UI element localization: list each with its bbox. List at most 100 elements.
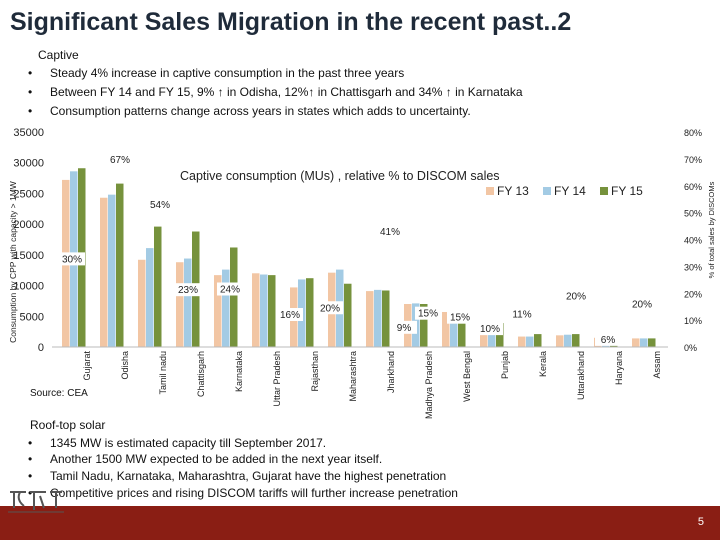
pct-annotation: 20%: [566, 291, 586, 302]
pct-annotation: 20%: [632, 299, 652, 310]
bar-fy14: [260, 274, 268, 347]
bar-fy13: [632, 338, 640, 347]
chart-legend: FY 13 FY 14 FY 15: [486, 184, 643, 198]
bullet-text: Competitive prices and rising DISCOM tar…: [50, 486, 458, 500]
organisation-logo-icon: [8, 491, 64, 513]
page-number: 5: [697, 516, 704, 528]
x-tick-label: Assam: [652, 351, 662, 379]
annotation-bg: [477, 322, 503, 336]
y2-tick-label: 30%: [684, 262, 702, 272]
y2-tick-label: 0%: [684, 343, 697, 353]
annotation-bg: [277, 308, 303, 321]
x-tick-label: Gujarat: [82, 351, 92, 381]
captive-consumption-chart: 0 5000 10000 15000 20000 25000 30000 35000 0% 10%…: [8, 127, 716, 419]
legend-swatch-fy14: [543, 187, 551, 195]
pct-annotation: 9%: [397, 323, 412, 334]
captive-bullet: • Between FY 14 and FY 15, 9% ↑ in Odisha…: [28, 85, 523, 99]
bar-fy15: [458, 317, 466, 347]
legend-label-fy13: FY 13: [497, 184, 529, 198]
y-tick-label: 5000: [20, 311, 44, 323]
annotation-bg: [595, 332, 621, 346]
pct-annotation: 6%: [601, 335, 616, 346]
y2-tick-label: 50%: [684, 209, 702, 219]
y2-tick-label: 40%: [684, 236, 702, 246]
bar-fy14: [222, 269, 230, 347]
bar-fy15: [648, 338, 656, 347]
captive-bullet: • Steady 4% increase in captive consumpti…: [28, 66, 404, 80]
x-tick-label: Tamil nadu: [158, 351, 168, 395]
x-tick-label: Karnataka: [234, 351, 244, 392]
bar-fy13: [214, 275, 222, 347]
bar-fy15: [420, 304, 428, 347]
pct-annotation: 10%: [480, 324, 500, 335]
slide-title: Significant Sales Migration in the recen…: [10, 8, 572, 36]
rooftop-bullet: • Another 1500 MW expected to be added in…: [28, 452, 382, 466]
pct-annotation: 30%: [62, 254, 82, 265]
bar-fy15: [534, 334, 542, 347]
bar-fy14: [146, 248, 154, 347]
x-tick-label: Haryana: [614, 351, 624, 385]
bar-fy15: [268, 275, 276, 347]
y2-tick-label: 20%: [684, 289, 702, 299]
x-tick-label: Uttar Pradesh: [272, 351, 282, 407]
pct-annotation: 24%: [220, 285, 240, 296]
bar-fy15: [116, 183, 124, 347]
y-tick-label: 10000: [13, 281, 44, 293]
bar-fy15: [382, 290, 390, 347]
bar-fy13: [480, 327, 488, 347]
chart-source: Source: CEA: [30, 388, 88, 399]
bar-fy13: [138, 259, 146, 347]
bar-fy15: [306, 278, 314, 347]
bar-fy13: [366, 291, 374, 347]
bar-fy13: [176, 262, 184, 347]
chart-title: Captive consumption (MUs) , relative % t…: [180, 169, 500, 183]
bullet-dot-icon: •: [28, 452, 33, 466]
rooftop-bullet: • Tamil Nadu, Karnataka, Maharashtra, Guj…: [28, 469, 446, 483]
y2-tick-label: 80%: [684, 128, 702, 138]
legend-label-fy14: FY 14: [554, 184, 586, 198]
rooftop-bullet: • Competitive prices and rising DISCOM ta…: [28, 486, 458, 500]
bullet-text: Consumption patterns change across years…: [50, 104, 471, 118]
bar-fy14: [450, 313, 458, 347]
x-tick-label: Maharashtra: [348, 351, 358, 402]
x-tick-label: Chattisgarh: [196, 351, 206, 397]
pct-annotation: 54%: [150, 200, 170, 211]
bar-fy13: [442, 311, 450, 347]
bar-fy15: [154, 226, 162, 347]
x-tick-label: Madhya Pradesh: [424, 351, 434, 419]
annotation-bg: [563, 289, 589, 303]
bullet-dot-icon: •: [28, 85, 33, 99]
bar-fy14: [374, 289, 382, 347]
pct-annotation: 41%: [380, 227, 400, 238]
captive-heading: Captive: [38, 48, 79, 62]
bar-fy15: [344, 283, 352, 347]
x-tick-label: West Bengal: [462, 351, 472, 402]
annotation-bg: [317, 301, 343, 315]
annotation-bg: [59, 252, 85, 266]
x-tick-label: Rajasthan: [310, 351, 320, 392]
bar-fy15: [230, 247, 238, 347]
annotation-bg: [377, 224, 403, 238]
pct-annotation: 23%: [178, 285, 198, 296]
bar-fy13: [556, 335, 564, 347]
bullet-dot-icon: •: [28, 469, 33, 483]
bar-fy14: [184, 258, 192, 347]
legend-swatch-fy13: [486, 187, 494, 195]
y-tick-label: 30000: [13, 158, 44, 170]
rooftop-bullet: • 1345 MW is estimated capacity till Sept…: [28, 436, 326, 450]
annotation-bg: [147, 197, 173, 211]
x-tick-label: Kerala: [538, 351, 548, 377]
bullet-dot-icon: •: [28, 66, 33, 80]
legend-label-fy15: FY 15: [611, 184, 643, 198]
pct-annotation: 20%: [320, 303, 340, 314]
bullet-text: Between FY 14 and FY 15, 9% ↑ in Odisha,…: [50, 85, 523, 99]
x-tick-label: Uttarakhand: [576, 351, 586, 400]
bar-fy14: [640, 338, 648, 347]
bar-fy14: [108, 194, 116, 347]
bullet-dot-icon: •: [28, 436, 33, 450]
x-tick-label: Odisha: [120, 351, 130, 380]
y-tick-label: 35000: [13, 127, 44, 139]
annotation-bg: [217, 282, 243, 296]
annotation-bg: [107, 152, 133, 166]
bar-fy14: [564, 334, 572, 347]
